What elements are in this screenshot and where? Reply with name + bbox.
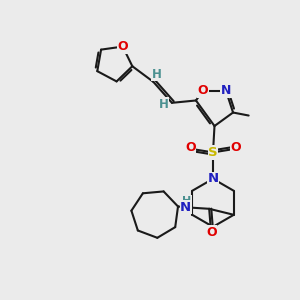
Text: O: O	[185, 141, 196, 154]
Text: H: H	[182, 196, 191, 206]
Text: H: H	[159, 98, 169, 111]
Text: S: S	[208, 146, 218, 159]
Text: N: N	[221, 84, 231, 97]
Text: O: O	[206, 226, 217, 239]
Text: H: H	[152, 68, 161, 81]
Text: O: O	[117, 40, 128, 53]
Text: N: N	[207, 172, 219, 185]
Text: N: N	[180, 201, 191, 214]
Text: O: O	[230, 141, 241, 154]
Text: O: O	[198, 84, 208, 97]
